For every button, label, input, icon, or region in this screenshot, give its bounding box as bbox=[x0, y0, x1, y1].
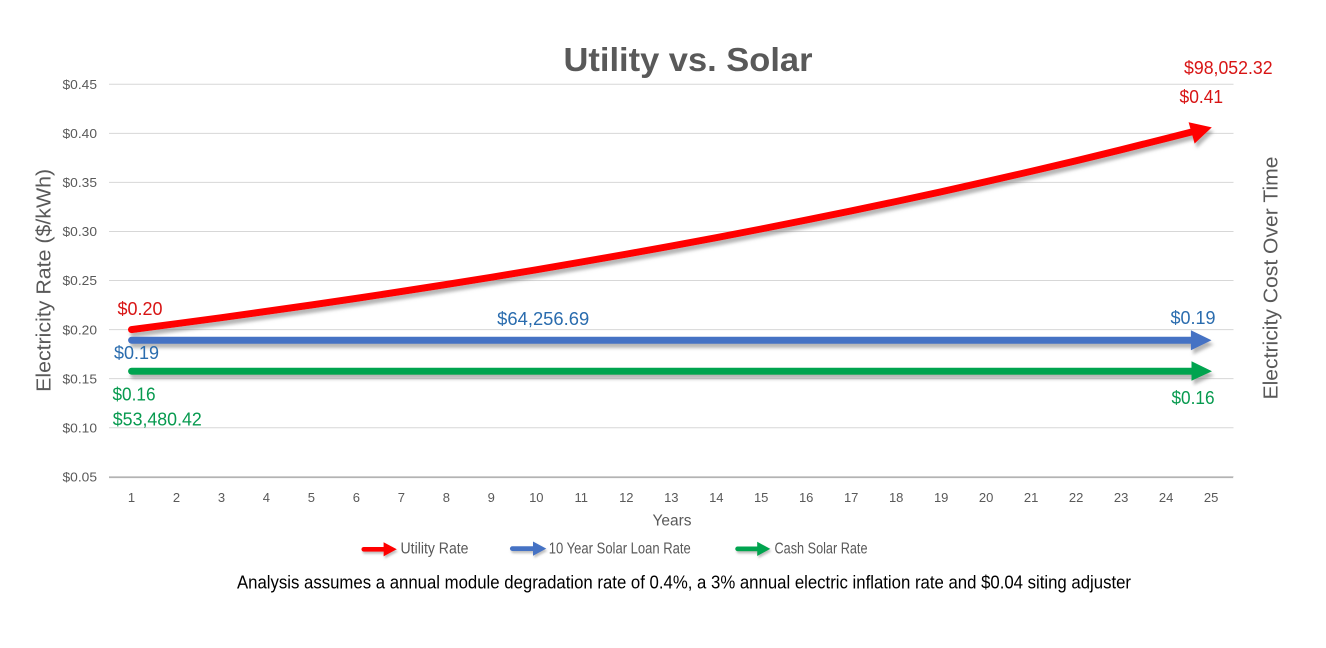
svg-text:11: 11 bbox=[575, 490, 589, 505]
svg-text:4: 4 bbox=[263, 490, 270, 505]
svg-text:Years: Years bbox=[652, 513, 691, 530]
svg-text:$0.19: $0.19 bbox=[1171, 308, 1216, 328]
svg-text:$0.30: $0.30 bbox=[63, 224, 98, 239]
svg-text:$0.25: $0.25 bbox=[63, 273, 98, 288]
svg-text:$0.10: $0.10 bbox=[63, 420, 98, 435]
svg-text:$0.40: $0.40 bbox=[63, 126, 98, 141]
svg-text:$0.45: $0.45 bbox=[63, 77, 98, 92]
svg-text:$98,052.32: $98,052.32 bbox=[1184, 58, 1273, 78]
svg-text:24: 24 bbox=[1159, 490, 1173, 505]
svg-text:Electricity Cost Over Time: Electricity Cost Over Time bbox=[1261, 157, 1283, 400]
svg-text:1: 1 bbox=[128, 490, 135, 505]
svg-text:$53,480.42: $53,480.42 bbox=[113, 410, 202, 430]
svg-text:15: 15 bbox=[754, 490, 768, 505]
svg-text:Utility Rate: Utility Rate bbox=[401, 541, 469, 558]
svg-text:23: 23 bbox=[1114, 490, 1128, 505]
svg-text:$0.16: $0.16 bbox=[113, 385, 156, 405]
svg-text:7: 7 bbox=[398, 490, 405, 505]
svg-text:19: 19 bbox=[934, 490, 948, 505]
svg-text:2: 2 bbox=[173, 490, 180, 505]
svg-text:$0.19: $0.19 bbox=[114, 343, 159, 363]
svg-text:3: 3 bbox=[218, 490, 225, 505]
svg-text:18: 18 bbox=[889, 490, 903, 505]
svg-text:$0.20: $0.20 bbox=[63, 322, 98, 337]
svg-text:Analysis assumes a annual modu: Analysis assumes a annual module degrada… bbox=[237, 572, 1131, 592]
svg-text:13: 13 bbox=[664, 490, 678, 505]
svg-text:$64,256.69: $64,256.69 bbox=[497, 309, 589, 329]
svg-text:$0.16: $0.16 bbox=[1172, 388, 1215, 408]
svg-text:Electricity Rate ($/kWh): Electricity Rate ($/kWh) bbox=[34, 169, 56, 392]
svg-text:Utility vs. Solar: Utility vs. Solar bbox=[564, 42, 813, 79]
svg-text:6: 6 bbox=[353, 490, 360, 505]
svg-text:20: 20 bbox=[979, 490, 993, 505]
svg-text:$0.05: $0.05 bbox=[63, 469, 98, 484]
svg-text:22: 22 bbox=[1069, 490, 1083, 505]
svg-text:17: 17 bbox=[844, 490, 858, 505]
svg-text:Cash Solar Rate: Cash Solar Rate bbox=[775, 541, 868, 558]
svg-text:9: 9 bbox=[488, 490, 495, 505]
svg-text:10: 10 bbox=[529, 490, 543, 505]
svg-text:12: 12 bbox=[619, 490, 633, 505]
svg-text:$0.41: $0.41 bbox=[1180, 87, 1224, 107]
svg-text:16: 16 bbox=[799, 490, 813, 505]
svg-text:$0.20: $0.20 bbox=[118, 299, 163, 319]
svg-text:8: 8 bbox=[443, 490, 450, 505]
svg-text:$0.15: $0.15 bbox=[63, 371, 98, 386]
svg-text:$0.35: $0.35 bbox=[63, 175, 98, 190]
svg-text:10 Year Solar Loan Rate: 10 Year Solar Loan Rate bbox=[549, 541, 691, 558]
svg-text:5: 5 bbox=[308, 490, 315, 505]
svg-text:25: 25 bbox=[1204, 490, 1218, 505]
svg-text:21: 21 bbox=[1024, 490, 1038, 505]
svg-text:14: 14 bbox=[709, 490, 723, 505]
